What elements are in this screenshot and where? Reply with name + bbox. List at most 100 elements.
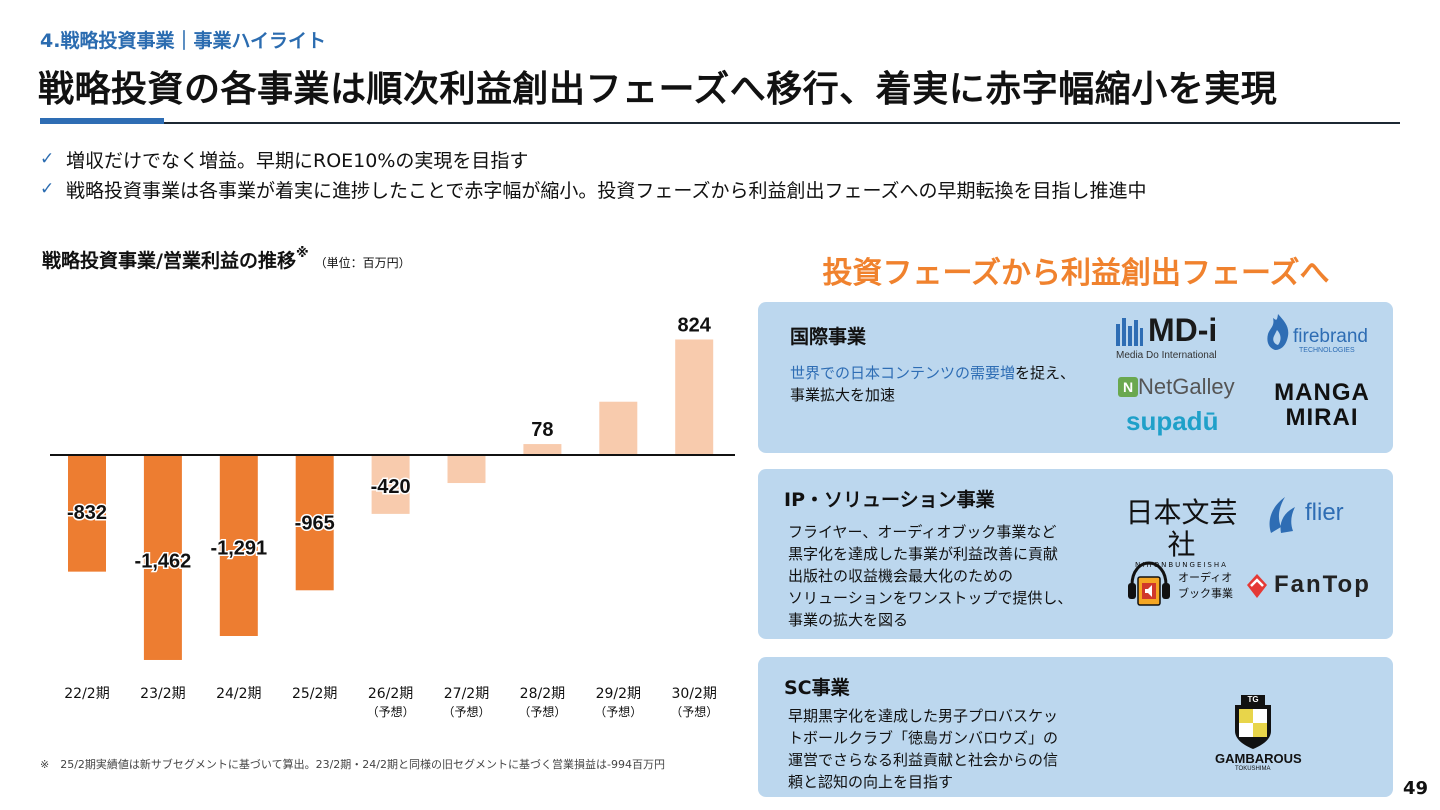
panel-text-line: 出版社の収益機会最大化のための [788, 567, 1014, 585]
panel-text: フライヤー、オーディオブック事業など 黒字化を達成した事業が利益改善に貢献 出版… [788, 521, 1072, 631]
manga-mirai-logo: MANGA MIRAI [1266, 380, 1378, 434]
panel-text-rest: を捉え、 [1015, 364, 1076, 382]
phase-heading: 投資フェーズから利益創出フェーズへ [822, 256, 1330, 291]
check-icon: ✓ [40, 149, 55, 169]
mdi-logo: MD-i Media Do International [1116, 312, 1246, 362]
data-label: -420 [371, 476, 411, 498]
data-label: -1,291 [210, 538, 267, 560]
panel-text-line: 事業拡大を加速 [790, 386, 896, 404]
bullet-list: ✓ 増収だけでなく増益。早期にROE10%の実現を目指す ✓ 戦略投資事業は各事… [40, 144, 1147, 204]
audio-logo-text-2: ブック事業 [1178, 588, 1233, 600]
bullet-item: ✓ 増収だけでなく増益。早期にROE10%の実現を目指す [40, 144, 1147, 174]
fantop-mark-icon [1247, 574, 1267, 598]
panel-text-line: トボールクラブ「徳島ガンバロウズ」の [788, 729, 1059, 747]
footnote: ※ 25/2期実績値は新サブセグメントに基づいて算出。23/2期・24/2期と同… [40, 758, 665, 771]
x-tick-sublabel: （予想） [594, 704, 642, 719]
firebrand-logo-sub: TECHNOLOGIES [1299, 347, 1355, 354]
panel-sc: SC事業 早期黒字化を達成した男子プロバスケッ トボールクラブ「徳島ガンバロウズ… [758, 657, 1393, 797]
x-tick-label: 27/2期 [444, 686, 489, 702]
bar-23/2期 [143, 455, 182, 660]
chart-title-text: 戦略投資事業/営業利益の推移 [42, 250, 296, 272]
panel-text-line: 早期黒字化を達成した男子プロバスケッ [788, 707, 1059, 725]
data-label: -832 [67, 502, 107, 524]
panel-text-line: ソリューションをワンストップで提供し、 [788, 589, 1073, 607]
x-tick-label: 22/2期 [64, 686, 109, 702]
mirai-logo-text: MIRAI [1285, 404, 1359, 431]
firebrand-logo: firebrand TECHNOLOGIES [1263, 312, 1383, 362]
audiobook-logo: オーディオ ブック事業 [1124, 559, 1239, 609]
title-divider [40, 122, 1400, 124]
flier-mark-icon [1269, 497, 1295, 533]
check-icon: ✓ [40, 179, 55, 199]
x-tick-label: 26/2期 [368, 686, 413, 702]
chart-unit: （単位：百万円） [314, 256, 411, 270]
nihon-logo-text: 日本文芸社 [1125, 496, 1238, 561]
gambarous-logo-sub: TOKUSHIMA [1235, 766, 1271, 772]
netgalley-logo: N NetGalley [1118, 374, 1248, 402]
bullet-text: 戦略投資事業は各事業が着実に進捗したことで赤字幅が縮小。投資フェーズから利益創出… [66, 179, 1147, 202]
x-tick-label: 23/2期 [140, 686, 185, 702]
flier-logo-text: flier [1305, 499, 1344, 526]
bullet-item: ✓ 戦略投資事業は各事業が着実に進捗したことで赤字幅が縮小。投資フェーズから利益… [40, 174, 1147, 204]
page-number: 49 [1402, 778, 1428, 799]
x-tick-sublabel: （予想） [670, 704, 718, 719]
gambarous-logo: TG GAMBAROUS TOKUSHIMA [1213, 695, 1302, 775]
page-title: 戦略投資の各事業は順次利益創出フェーズへ移行、着実に赤字幅縮小を実現 [38, 69, 1278, 110]
panel-text: 世界での日本コンテンツの需要増を捉え、 事業拡大を加速 [790, 362, 1075, 406]
chart-title-mark: ※ [295, 246, 309, 261]
gambarous-top-text: TG [1247, 695, 1259, 704]
panel-international: 国際事業 世界での日本コンテンツの需要増を捉え、 事業拡大を加速 MD-i Me… [758, 302, 1393, 453]
x-tick-label: 25/2期 [292, 686, 337, 702]
panel-title: IP・ソリューション事業 [784, 489, 995, 511]
netgalley-n-icon: N [1118, 377, 1138, 397]
bullet-text: 増収だけでなく増益。早期にROE10%の実現を目指す [66, 149, 529, 172]
gambarous-logo-text: GAMBAROUS [1215, 751, 1302, 766]
bar-24/2期 [219, 455, 258, 636]
panel-text-highlight: 世界での日本コンテンツの需要増 [790, 364, 1016, 382]
x-tick-label: 29/2期 [596, 686, 641, 702]
bar-30/2期 [675, 339, 714, 455]
chart-title: 戦略投資事業/営業利益の推移※ （単位：百万円） [42, 246, 411, 273]
x-tick-label: 28/2期 [520, 686, 565, 702]
title-accent [40, 118, 164, 124]
flier-logo: flier [1263, 493, 1373, 537]
bar-26/2期 [371, 455, 410, 514]
panel-title: SC事業 [784, 677, 850, 699]
x-tick-sublabel: （予想） [518, 704, 566, 719]
x-tick-label: 24/2期 [216, 686, 261, 702]
audiobook-icon [1128, 561, 1170, 606]
section-label: 4.戦略投資事業｜事業ハイライト [40, 30, 327, 52]
panel-title: 国際事業 [790, 326, 867, 348]
firebrand-logo-text: firebrand [1293, 326, 1368, 347]
x-tick-sublabel: （予想） [367, 704, 415, 719]
nihonbungeisha-logo: 日本文芸社 NIHONBUNGEISHA [1124, 497, 1239, 570]
audio-logo-text-1: オーディオ [1178, 572, 1233, 584]
mdi-bars-icon [1116, 318, 1143, 346]
flame-icon [1267, 314, 1289, 350]
panel-text: 早期黒字化を達成した男子プロバスケッ トボールクラブ「徳島ガンバロウズ」の 運営… [788, 705, 1058, 793]
bar-27/2期 [447, 455, 486, 484]
gambarous-shield-icon [1235, 695, 1271, 749]
data-label: -965 [295, 512, 335, 534]
manga-logo-text: MANGA [1274, 379, 1370, 406]
mdi-logo-text: MD-i [1148, 312, 1218, 348]
panel-text-line: 黒字化を達成した事業が利益改善に貢献 [788, 545, 1059, 563]
fantop-logo-text: FanTop [1274, 571, 1371, 598]
mdi-logo-sub: Media Do International [1116, 350, 1217, 361]
panel-text-line: フライヤー、オーディオブック事業など [788, 523, 1057, 541]
netgalley-logo-text: NetGalley [1138, 374, 1235, 399]
panel-text-line: 運営でさらなる利益貢献と社会からの信 [788, 751, 1059, 769]
operating-profit-chart: -832 22/2期 -1,462 23/2期 -1,291 24/2期 -965 25/2期… [50, 313, 735, 719]
x-tick-label: 30/2期 [671, 686, 716, 702]
panel-text-line: 頼と認知の向上を目指す [788, 773, 954, 791]
data-label: 824 [678, 314, 712, 336]
fantop-logo: FanTop [1246, 569, 1386, 603]
panel-text-line: 事業の拡大を図る [788, 611, 909, 629]
data-label: -1,462 [135, 551, 192, 573]
nihon-logo-sub: NIHONBUNGEISHA [1135, 561, 1228, 569]
data-label: 78 [531, 419, 553, 441]
x-tick-sublabel: （予想） [442, 704, 490, 719]
bar-22/2期 [68, 455, 106, 572]
bar-25/2期 [295, 455, 334, 591]
supadu-logo: supadū [1126, 406, 1219, 436]
